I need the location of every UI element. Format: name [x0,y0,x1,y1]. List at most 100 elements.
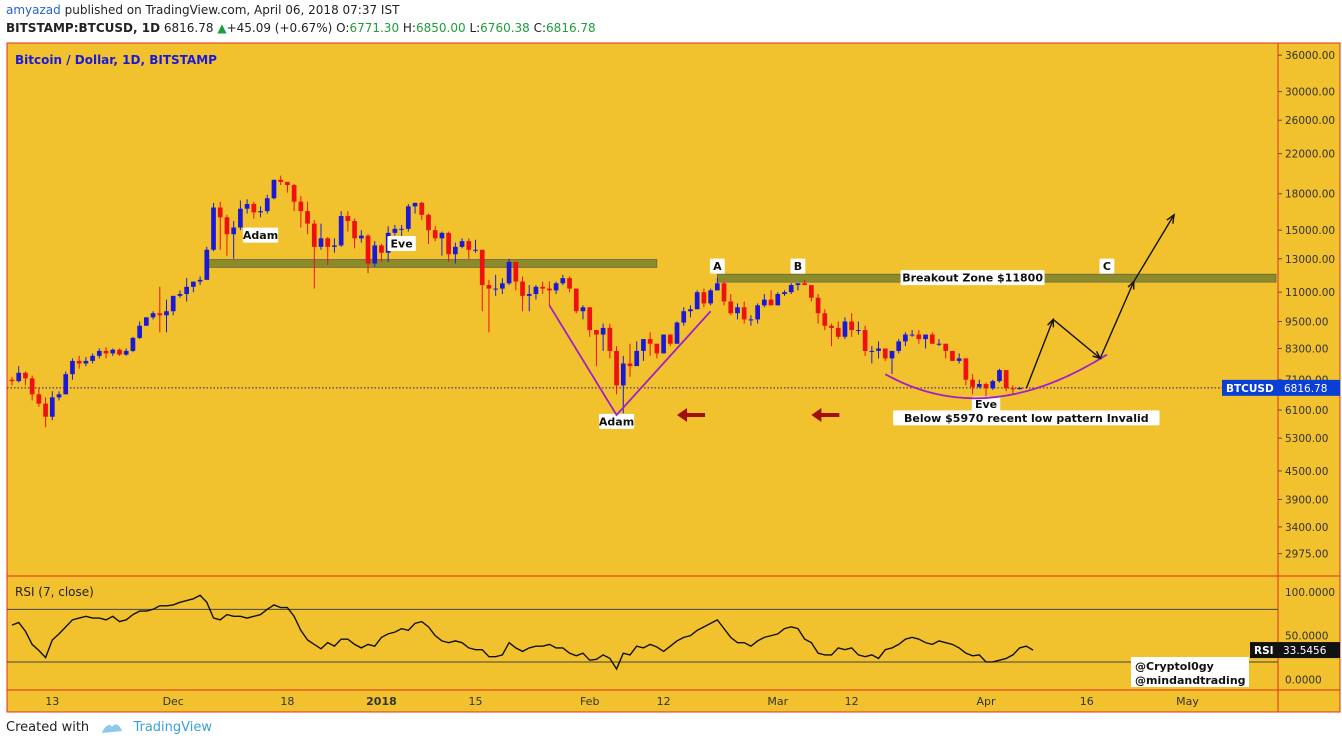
open-value: 6771.30 [349,21,400,35]
candle-body [842,321,848,337]
label-adam-1-bg [242,227,279,243]
last-price-label-group: BTCUSD 6816.78 [1222,379,1340,396]
change-up-icon: ▲ [217,21,227,35]
candle-body [412,202,418,207]
candle-body [526,294,532,296]
watermark-line: @Cryptol0gy [1135,660,1214,673]
rsi-tick-label: 50.0000 [1285,631,1328,643]
candle-body [607,327,613,351]
candle-body [862,330,868,351]
candle-body [654,343,660,354]
candle-body [345,216,351,222]
candle-body [513,261,519,282]
candle-body [876,348,881,351]
candle-body [889,350,895,359]
candle-body [16,372,22,382]
time-tick-label: Feb [580,695,599,708]
label-a-group: A [709,258,725,274]
candle-body [829,325,834,328]
candle-body [311,223,317,247]
candle-body [493,288,499,290]
candle-body [755,305,760,320]
candle-body [103,350,109,354]
label-eve-1-bg [387,235,416,251]
candle-body [573,288,579,312]
candle-body [338,216,344,246]
candle-body [976,383,982,387]
label-b-group: B [790,258,806,274]
rsi-last-value: 33.5456 [1283,645,1327,657]
candle-body [473,249,478,251]
candle-body [466,241,472,250]
candle-body [459,241,465,247]
open-label: O: [336,21,350,35]
candle-body [264,198,270,212]
price-tick-label: 4500.00 [1285,466,1328,478]
watermark-group: @Cryptol0gy@mindandtrading [1131,657,1249,687]
candle-body [761,299,767,306]
rsi-tick-label: 100.0000 [1285,587,1335,599]
author-link[interactable]: amyazad [6,3,61,17]
candle-body [419,202,425,215]
candle-body [83,360,89,364]
candle-body [446,232,451,255]
label-c: C [1103,260,1111,273]
candle-body [990,381,996,389]
candle-body [1010,388,1016,390]
candle-body [614,350,619,386]
label-eve-1: Eve [391,237,413,250]
candle-body [318,238,324,247]
left-arrow-1-icon [677,408,688,423]
candle-body [936,343,942,345]
eve-rounded-pattern [884,353,1108,400]
candle-body [479,249,485,286]
candle-body [96,350,102,356]
candle-body [835,327,841,337]
label-eve-1-group: Eve [387,235,416,251]
label-breakout-zone-group: Breakout Zone $11800 [900,270,1045,286]
candle-body [379,245,384,253]
label-adam-1-group: Adam [242,227,279,243]
chart-border [6,42,1341,713]
last-price-value: 6816.78 [1284,383,1327,395]
candle-body [634,350,640,367]
high-label: H: [402,21,416,35]
projection-segment [1133,214,1175,282]
candle-body [110,349,116,354]
candle-body [271,179,277,199]
candle-body [325,238,331,247]
candle-body [157,313,163,316]
candle-body [735,307,740,314]
candle-body [251,203,257,213]
label-invalid-note: Below $5970 recent low pattern Invalid [904,412,1149,425]
candle-body [365,235,371,264]
time-axis-background [7,690,1340,712]
tradingview-link[interactable]: TradingView [133,720,212,735]
candle-body [177,294,183,296]
last-price-label-bg [1222,379,1340,396]
candle-body [641,339,646,351]
symbol: BITSTAMP:BTCUSD, 1D [6,21,161,35]
candle-body [882,348,888,359]
rsi-title: RSI (7, close) [15,585,94,599]
price-tick-label: 11000.00 [1285,287,1335,299]
price-tick-label: 26000.00 [1285,115,1335,127]
candle-body [305,211,310,224]
candle-body [278,179,284,182]
candle-body [224,217,230,235]
time-tick-label: 13 [45,695,59,708]
high-value: 6850.00 [415,21,466,35]
label-breakout-zone: Breakout Zone $11800 [902,272,1043,285]
last-price-symbol: BTCUSD [1226,383,1274,395]
label-eve-2-bg [971,396,1001,412]
candle-body [802,283,808,286]
time-tick-label: 12 [845,695,859,708]
label-c-bg [1099,258,1115,274]
ohlc-line: BITSTAMP:BTCUSD, 1D 6816.78 ▲+45.09 (+0.… [6,21,596,35]
change-value: +45.09 (+0.67%) [226,21,333,35]
label-adam-2-bg [598,413,635,429]
low-value: 6760.38 [480,21,530,35]
candle-body [291,185,297,202]
candle-body [1017,387,1022,390]
